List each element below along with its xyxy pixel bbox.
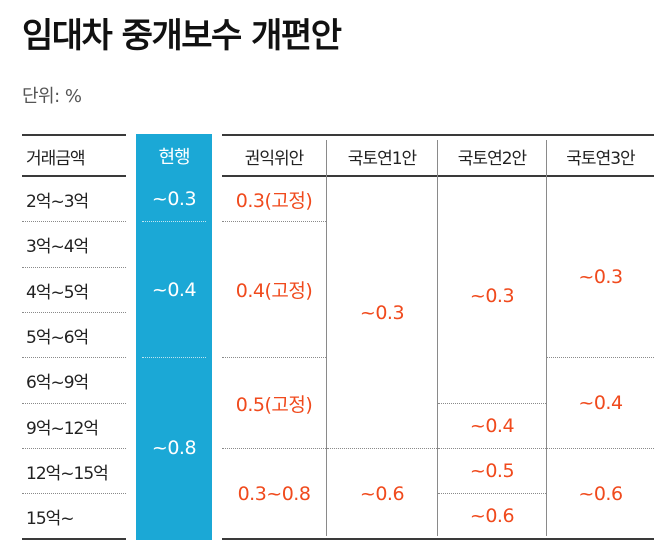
plan3-divider bbox=[547, 357, 654, 358]
plan1-value: ~0.3 bbox=[359, 301, 405, 324]
header-acrc: 권익위안 bbox=[244, 148, 305, 169]
row-label: 6억~9억 bbox=[26, 373, 89, 393]
row-label: 4억~5억 bbox=[26, 282, 89, 303]
acrc-divider bbox=[222, 448, 326, 449]
header-current: 현행 bbox=[158, 147, 190, 168]
current-value: ~0.4 bbox=[151, 278, 197, 301]
acrc-value: 0.5(고정) bbox=[235, 393, 313, 416]
row-label: 15억~ bbox=[26, 508, 75, 529]
plan3-value: ~0.6 bbox=[578, 482, 623, 505]
plan2-value: ~0.6 bbox=[469, 505, 515, 527]
row-divider bbox=[22, 448, 126, 449]
acrc-divider bbox=[222, 221, 326, 222]
row-divider bbox=[22, 312, 126, 313]
current-value: ~0.8 bbox=[151, 437, 197, 459]
row-label: 9억~12억 bbox=[26, 418, 99, 439]
row-divider bbox=[22, 267, 126, 268]
acrc-value: 0.3~0.8 bbox=[237, 482, 311, 505]
plan2-value: ~0.5 bbox=[469, 460, 515, 482]
plan3-divider bbox=[547, 448, 654, 449]
row-label: 12억~15억 bbox=[26, 463, 109, 484]
plan2-value: ~0.3 bbox=[469, 284, 515, 307]
col-divider-3 bbox=[546, 140, 547, 536]
acrc-value: 0.3(고정) bbox=[235, 189, 313, 212]
page-title: 임대차 중개보수 개편안 bbox=[22, 16, 342, 56]
plan1-value: ~0.6 bbox=[359, 482, 405, 505]
acrc-value: 0.4(고정) bbox=[235, 280, 313, 302]
top-rule-plans bbox=[222, 134, 654, 136]
col-divider-1 bbox=[326, 140, 327, 536]
header-price: 거래금액 bbox=[26, 148, 86, 169]
plan3-value: ~0.4 bbox=[578, 392, 623, 414]
bottom-rule-price bbox=[22, 538, 126, 540]
plan3-value: ~0.3 bbox=[578, 266, 623, 288]
unit-label: 단위: % bbox=[22, 86, 82, 107]
row-divider bbox=[22, 403, 126, 404]
plan2-value: ~0.4 bbox=[469, 415, 515, 437]
current-divider bbox=[142, 357, 206, 358]
plan2-divider bbox=[438, 403, 546, 404]
row-divider bbox=[22, 357, 126, 358]
row-divider bbox=[22, 493, 126, 494]
header-plan3: 국토연3안 bbox=[566, 148, 635, 169]
header-rule-plans bbox=[222, 175, 654, 177]
current-divider bbox=[142, 221, 206, 222]
current-column-highlight bbox=[136, 134, 212, 540]
plan1-divider bbox=[327, 448, 437, 449]
header-plan2: 국토연2안 bbox=[457, 148, 527, 169]
row-label: 5억~6억 bbox=[26, 327, 89, 348]
col-divider-2 bbox=[437, 140, 438, 536]
row-label: 2억~3억 bbox=[26, 191, 89, 212]
plan2-divider bbox=[438, 448, 546, 449]
row-label: 3억~4억 bbox=[26, 237, 89, 257]
bottom-rule-plans bbox=[222, 538, 654, 540]
row-divider bbox=[22, 221, 126, 222]
top-rule-price bbox=[22, 134, 126, 136]
plan2-divider bbox=[438, 493, 546, 494]
current-value: ~0.3 bbox=[151, 188, 197, 210]
header-plan1: 국토연1안 bbox=[347, 148, 417, 169]
header-rule-price bbox=[22, 175, 126, 177]
acrc-divider bbox=[222, 357, 326, 358]
